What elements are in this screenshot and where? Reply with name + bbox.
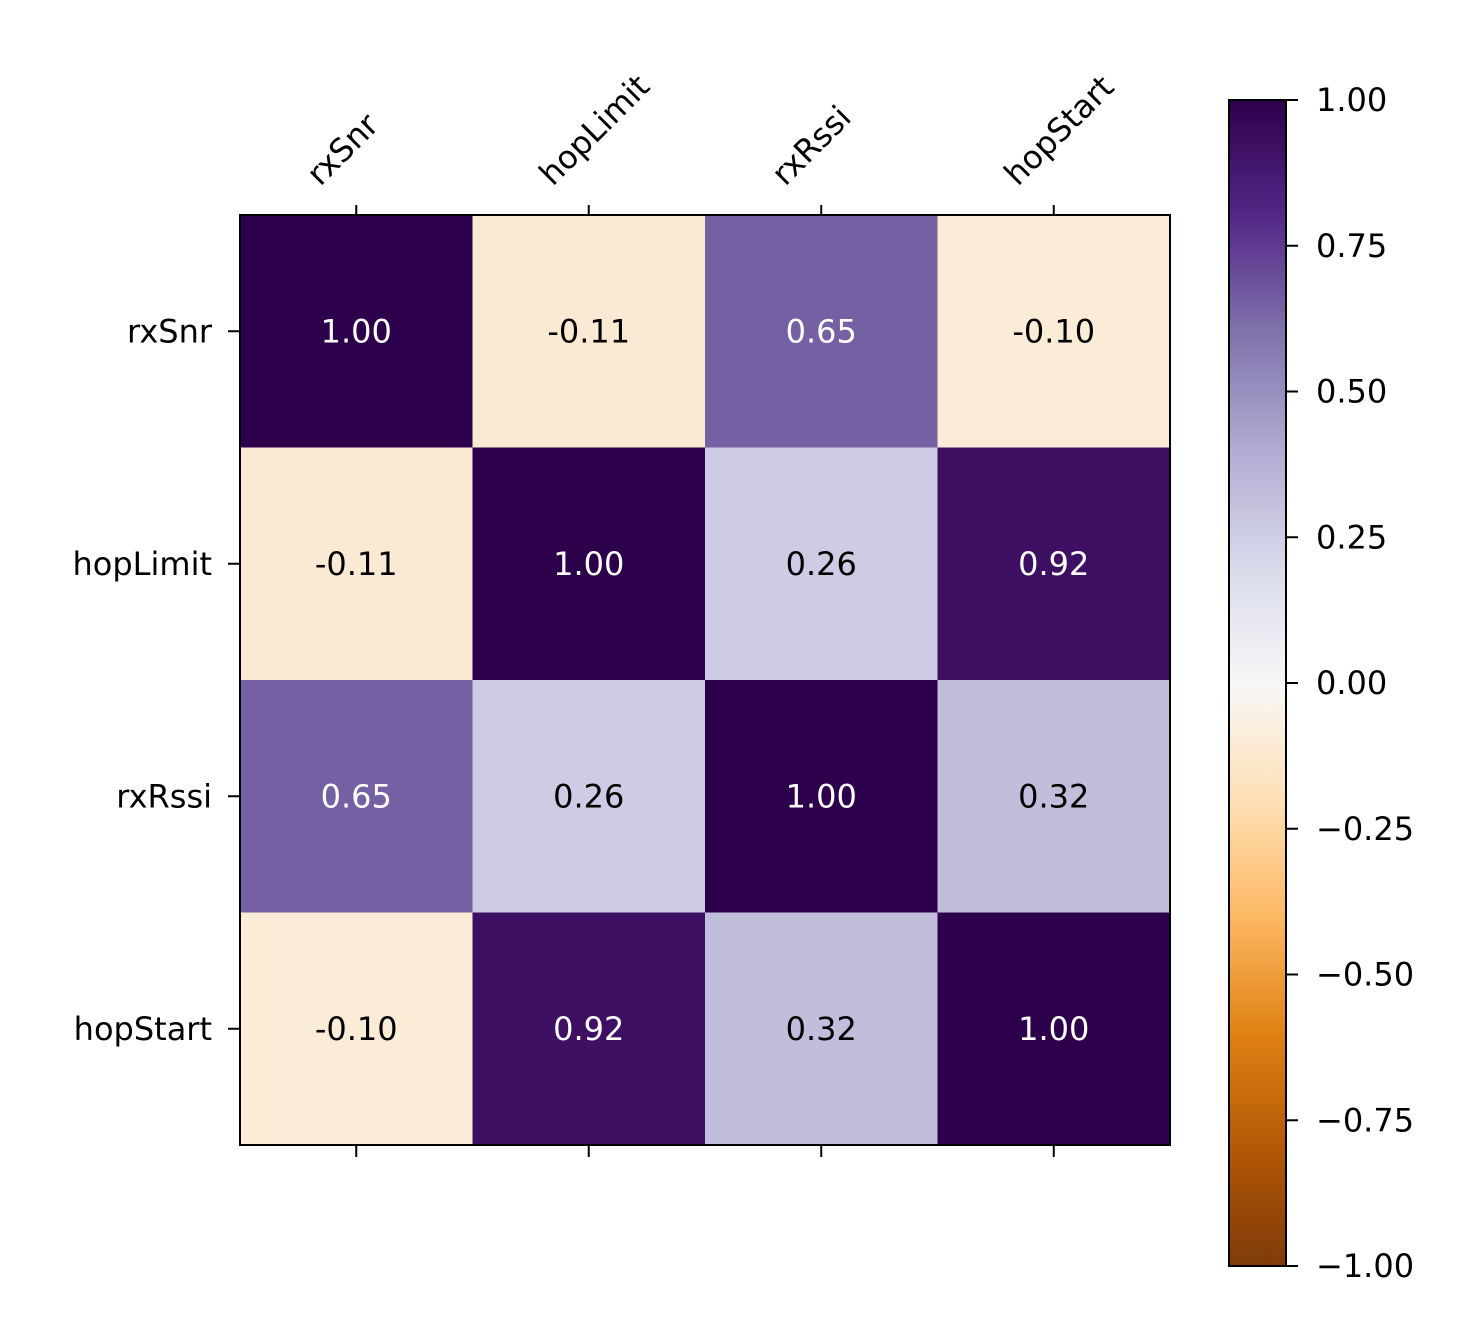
cell-value-label: 0.92 bbox=[553, 1010, 624, 1048]
y-tick-label: rxRssi bbox=[116, 777, 212, 815]
colorbar-tick-label: −1.00 bbox=[1316, 1247, 1414, 1285]
colorbar-ticks: 1.00 0.75 0.50 0.25 0.00 −0.25 −0.50 −0.75 −1.00 bbox=[1286, 81, 1414, 1285]
colorbar bbox=[1228, 99, 1287, 1267]
heatmap-cell bbox=[937, 215, 1171, 448]
y-tick-label: rxSnr bbox=[127, 312, 213, 350]
y-tick-label: hopStart bbox=[74, 1010, 212, 1048]
x-tick-label: hopStart bbox=[997, 68, 1122, 193]
cell-value-label: 1.00 bbox=[1018, 1010, 1089, 1048]
cell-value-label: 1.00 bbox=[786, 777, 857, 815]
cell-value-label: 0.65 bbox=[321, 777, 392, 815]
colorbar-tick-label: 0.50 bbox=[1316, 373, 1387, 411]
cell-value-label: 0.26 bbox=[553, 777, 624, 815]
y-tick-label: hopLimit bbox=[73, 545, 213, 583]
heatmap-cell bbox=[240, 215, 473, 448]
cell-value-label: 0.32 bbox=[1018, 777, 1089, 815]
cell-value-label: 0.65 bbox=[786, 312, 857, 350]
colorbar-tick-label: 0.75 bbox=[1316, 227, 1387, 265]
colorbar-tick-label: 0.00 bbox=[1316, 664, 1387, 702]
x-tick-label: rxSnr bbox=[299, 105, 387, 193]
cell-value-label: 0.26 bbox=[786, 545, 857, 583]
heatmap-cell bbox=[705, 680, 938, 913]
cell-value-label: -0.10 bbox=[1012, 312, 1095, 350]
y-axis-ticks: rxSnr hopLimit rxRssi hopStart bbox=[73, 312, 240, 1048]
heatmap-cell bbox=[705, 447, 938, 681]
cell-value-label: 1.00 bbox=[321, 312, 392, 350]
heatmap-cell bbox=[240, 680, 473, 913]
cell-value-label: -0.11 bbox=[547, 312, 630, 350]
colorbar-tick-label: −0.25 bbox=[1316, 810, 1414, 848]
heatmap-frame bbox=[239, 214, 1171, 1146]
cell-value-label: -0.11 bbox=[315, 545, 398, 583]
heatmap-cell bbox=[705, 912, 938, 1146]
colorbar-tick-label: 0.25 bbox=[1316, 518, 1387, 556]
heatmap-cells bbox=[240, 215, 1171, 1146]
heatmap-cell-labels: 1.00 -0.11 0.65 -0.10 -0.11 1.00 0.26 0.92 0.65 0… bbox=[315, 312, 1095, 1048]
cell-value-label: 0.92 bbox=[1018, 545, 1089, 583]
heatmap-cell bbox=[240, 447, 473, 681]
heatmap-cell bbox=[937, 912, 1171, 1146]
cell-value-label: 1.00 bbox=[553, 545, 624, 583]
heatmap-cell bbox=[472, 215, 706, 448]
heatmap-cell bbox=[937, 680, 1171, 913]
heatmap-cell bbox=[705, 215, 938, 448]
heatmap-cell bbox=[472, 912, 706, 1146]
colorbar-tick-label: −0.75 bbox=[1316, 1101, 1414, 1139]
x-tick-label: rxRssi bbox=[764, 98, 859, 193]
heatmap-cell bbox=[472, 680, 706, 913]
colorbar-tick-label: 1.00 bbox=[1316, 81, 1387, 119]
cell-value-label: -0.10 bbox=[315, 1010, 398, 1048]
x-tick-label: hopLimit bbox=[532, 67, 658, 193]
colorbar-tick-label: −0.50 bbox=[1316, 956, 1414, 994]
heatmap-cell bbox=[472, 447, 706, 681]
heatmap-cell bbox=[937, 447, 1171, 681]
heatmap-cell bbox=[240, 912, 473, 1146]
cell-value-label: 0.32 bbox=[786, 1010, 857, 1048]
